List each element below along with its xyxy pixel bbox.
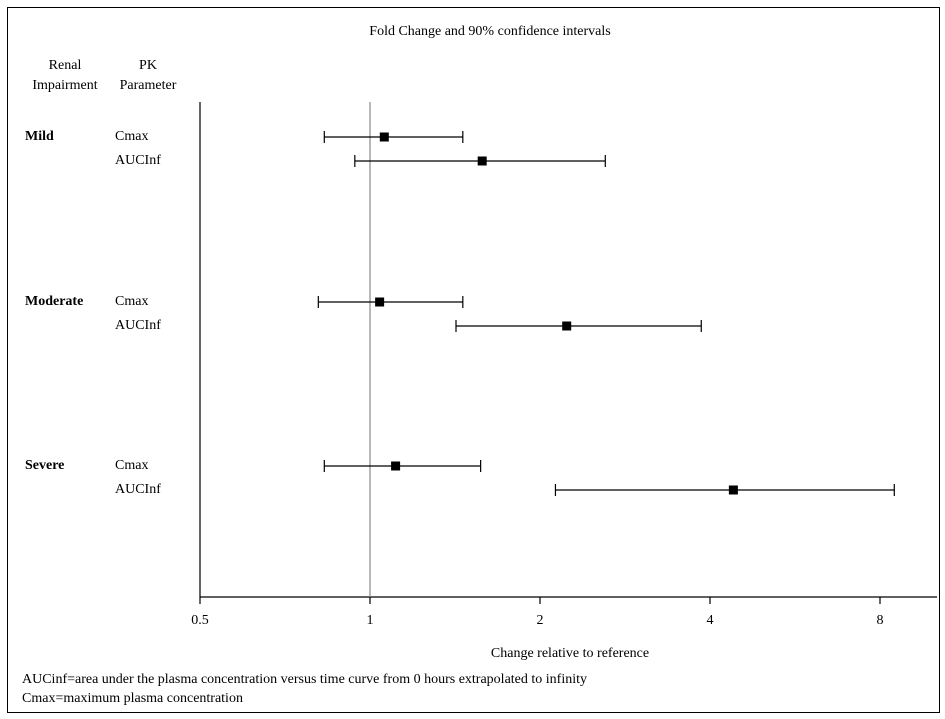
group-label: Mild — [25, 129, 54, 144]
param-label: AUCInf — [115, 318, 161, 333]
x-tick-label: 0.5 — [191, 613, 209, 628]
point-estimate — [562, 321, 572, 331]
x-tick-label: 4 — [706, 613, 714, 628]
param-header-line1: PK — [139, 58, 157, 73]
x-tick-label: 1 — [366, 613, 374, 628]
group-label: Moderate — [25, 294, 84, 309]
point-estimate — [477, 156, 487, 166]
point-estimate — [391, 461, 401, 471]
point-estimate — [375, 297, 385, 307]
group-header-line2: Impairment — [32, 78, 98, 93]
param-header-line2: Parameter — [119, 78, 177, 93]
x-tick-label: 8 — [876, 613, 884, 628]
param-label: Cmax — [115, 294, 149, 309]
param-label: AUCInf — [115, 482, 161, 497]
group-header-line1: Renal — [48, 58, 82, 73]
point-estimate — [728, 485, 738, 495]
figure-frame — [7, 7, 940, 713]
param-label: AUCInf — [115, 153, 161, 168]
param-label: Cmax — [115, 129, 149, 144]
x-axis-label: Change relative to reference — [490, 646, 650, 661]
group-label: Severe — [25, 458, 65, 473]
point-estimate — [379, 132, 389, 142]
footnote-cmax: Cmax=maximum plasma concentration — [22, 691, 243, 706]
footnote-aucinf: AUCinf=area under the plasma concentrati… — [22, 672, 587, 687]
chart-title: Fold Change and 90% confidence intervals — [369, 24, 611, 39]
param-label: Cmax — [115, 458, 149, 473]
x-tick-label: 2 — [536, 613, 544, 628]
